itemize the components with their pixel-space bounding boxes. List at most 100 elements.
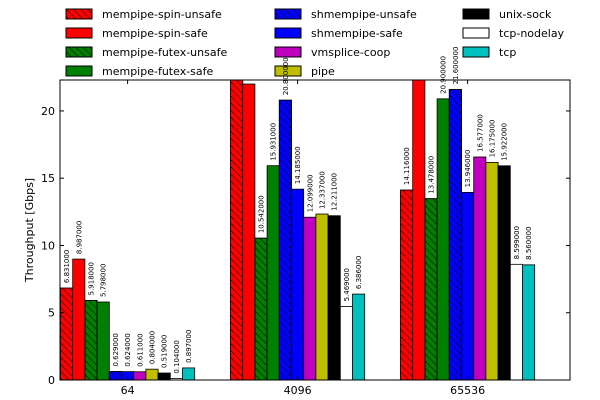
bar-hatch-mempipe-spin-unsafe-65536 — [400, 189, 414, 381]
data-label-shmempipe-unsafe-4096: 20.800000 — [282, 57, 290, 95]
x-axis: 64 4096 65536 — [121, 80, 485, 397]
data-label-tcp-65536: 8.560000 — [525, 226, 533, 259]
x-tick-label-65536: 65536 — [450, 384, 485, 397]
y-axis-label: Throughput [Gbps] — [23, 178, 36, 283]
data-label-tcp-4096: 6.386000 — [355, 256, 363, 289]
legend-label: mempipe-spin-safe — [102, 27, 208, 40]
bar-tcp-65536 — [522, 264, 536, 381]
data-label-vmsplice-coop-65536: 16.577000 — [476, 114, 484, 152]
legend-swatch — [274, 46, 302, 58]
data-label-shmempipe-safe-65536: 13.946000 — [464, 150, 472, 188]
bar-mempipe-spin-safe-4096 — [242, 83, 256, 381]
legend-swatch-hatch — [65, 46, 93, 58]
data-label-mempipe-futex-safe-4096: 15.931000 — [270, 123, 278, 161]
legend-item-pipe: pipe — [274, 65, 335, 78]
bar-pipe-4096 — [315, 213, 329, 381]
data-label-unix-sock-64: 0.519000 — [161, 335, 169, 368]
data-label-shmempipe-unsafe-65536: 21.600000 — [452, 47, 460, 85]
data-label-vmsplice-coop-4096: 12.099000 — [306, 174, 314, 212]
bar-unix-sock-64 — [157, 372, 171, 381]
legend-label: mempipe-spin-unsafe — [102, 8, 222, 21]
legend-swatch-hatch — [65, 8, 93, 20]
data-label-pipe-64: 0.804000 — [149, 331, 157, 364]
bar-pipe-64 — [145, 368, 159, 381]
legend-swatch — [65, 65, 93, 77]
data-label-shmempipe-safe-64: 0.624000 — [124, 333, 132, 366]
data-label-tcp-64: 0.897000 — [185, 330, 193, 363]
data-label-unix-sock-4096: 12.211000 — [331, 173, 339, 211]
data-label-unix-sock-65536: 15.922000 — [501, 123, 509, 161]
y-axis: 0 5 10 15 20 — [41, 105, 570, 387]
bar-hatch-mempipe-spin-unsafe-64 — [60, 287, 74, 381]
legend-swatch — [274, 65, 302, 77]
legend-label: mempipe-futex-unsafe — [102, 46, 227, 59]
data-label-mempipe-futex-safe-65536: 20.900000 — [440, 56, 448, 94]
legend-item-shmempipe-safe: shmempipe-safe — [274, 27, 403, 40]
legend-item-tcp-nodelay: tcp-nodelay — [462, 27, 565, 40]
data-label-pipe-4096: 12.337000 — [319, 171, 327, 209]
data-label-mempipe-spin-unsafe-65536: 14.116000 — [403, 147, 411, 185]
data-label-mempipe-spin-unsafe-64: 6.831000 — [63, 250, 71, 283]
bar-tcp-4096 — [352, 293, 366, 381]
bar-vmsplice-coop-65536 — [473, 156, 487, 381]
data-label-tcp-nodelay-4096: 5.469000 — [343, 268, 351, 301]
data-label-mempipe-futex-unsafe-65536: 13.478000 — [428, 156, 436, 194]
legend-swatch — [462, 27, 490, 39]
bar-pipe-65536 — [485, 161, 499, 381]
data-label-shmempipe-safe-4096: 14.185000 — [294, 146, 302, 184]
bar-hatch-shmempipe-unsafe-4096 — [278, 99, 292, 381]
legend-label: pipe — [311, 65, 335, 78]
bar-vmsplice-coop-4096 — [303, 216, 317, 381]
x-tick-label-4096: 4096 — [284, 384, 312, 397]
legend-label: tcp — [499, 46, 516, 59]
bar-tcp-nodelay-65536 — [509, 263, 523, 381]
bar-unix-sock-65536 — [497, 165, 511, 381]
legend-swatch — [65, 27, 93, 39]
data-label-mempipe-futex-safe-64: 5.798000 — [100, 264, 108, 297]
bar-hatch-mempipe-futex-unsafe-4096 — [254, 237, 268, 381]
legend-label: mempipe-futex-safe — [102, 65, 214, 78]
x-tick-label-64: 64 — [121, 384, 135, 397]
bar-hatch-mempipe-futex-unsafe-65536 — [424, 198, 438, 381]
legend-label: tcp-nodelay — [499, 27, 565, 40]
bar-hatch-shmempipe-unsafe-65536 — [448, 89, 462, 381]
y-tick-label: 5 — [48, 307, 55, 320]
legend-label: shmempipe-safe — [311, 27, 403, 40]
data-label-tcp-nodelay-65536: 8.599000 — [513, 226, 521, 259]
bar-tcp-64 — [182, 367, 196, 381]
y-tick-label: 10 — [41, 239, 55, 252]
legend-item-mempipe-spin-unsafe: mempipe-spin-unsafe — [65, 8, 222, 21]
legend-item-vmsplice-coop: vmsplice-coop — [274, 46, 390, 59]
data-label-shmempipe-unsafe-64: 0.629000 — [112, 333, 120, 366]
data-label-vmsplice-coop-64: 0.611000 — [136, 333, 144, 366]
bar-mempipe-futex-safe-64 — [96, 301, 110, 381]
data-label-mempipe-spin-safe-64: 8.987000 — [75, 221, 83, 254]
data-label-pipe-65536: 16.175000 — [489, 120, 497, 158]
bars — [60, 79, 536, 381]
legend-item-tcp: tcp — [462, 46, 516, 59]
bar-hatch-shmempipe-unsafe-64 — [108, 371, 122, 381]
legend-swatch — [462, 8, 490, 20]
legend-label: shmempipe-unsafe — [311, 8, 417, 21]
bar-shmempipe-safe-4096 — [291, 188, 305, 381]
bar-unix-sock-4096 — [327, 215, 341, 381]
bar-shmempipe-safe-65536 — [461, 191, 475, 381]
plot-frame — [59, 79, 571, 381]
bar-hatch-mempipe-futex-unsafe-64 — [84, 299, 98, 381]
y-tick-label: 0 — [48, 374, 55, 387]
data-label-tcp-nodelay-64: 0.104000 — [173, 340, 181, 373]
data-label-mempipe-futex-unsafe-4096: 10.542000 — [258, 195, 266, 233]
data-labels: 6.831000 8.987000 5.918000 5.798000 0.629000… — [63, 47, 533, 374]
legend-item-unix-sock: unix-sock — [462, 8, 552, 21]
legend-item-mempipe-futex-safe: mempipe-futex-safe — [65, 65, 214, 78]
legend: mempipe-spin-unsafe mempipe-spin-safe memp… — [65, 8, 565, 78]
legend-label: unix-sock — [499, 8, 552, 21]
legend-item-mempipe-spin-safe: mempipe-spin-safe — [65, 27, 208, 40]
bar-mempipe-spin-safe-65536 — [412, 79, 426, 381]
y-tick-label: 20 — [41, 105, 55, 118]
legend-swatch — [274, 27, 302, 39]
bar-tcp-nodelay-4096 — [339, 306, 353, 381]
y-tick-label: 15 — [41, 172, 55, 185]
bar-mempipe-spin-safe-64 — [72, 258, 86, 381]
